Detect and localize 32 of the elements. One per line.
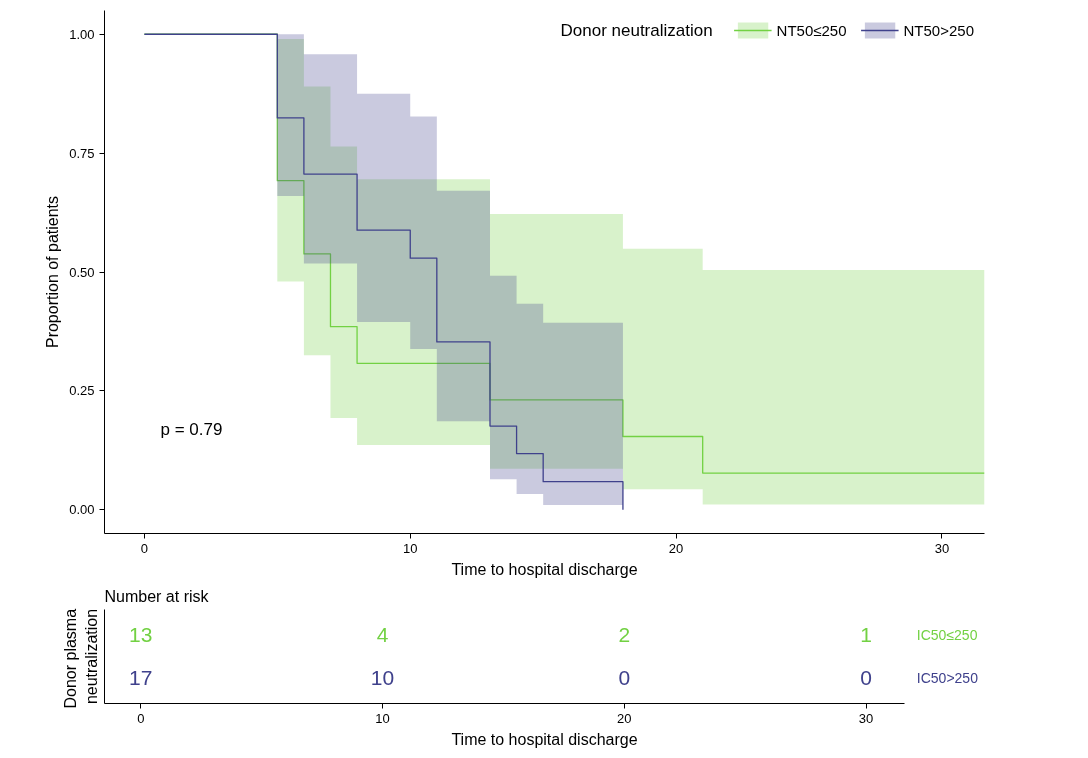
- data-label: 0: [618, 665, 631, 689]
- y-axis-title: Proportion of patients: [44, 195, 62, 349]
- x-tick-label: 0: [140, 540, 148, 556]
- x-tick-label: 30: [858, 710, 874, 726]
- y-tick-label: 1.00: [69, 26, 95, 42]
- chart-title: Number at risk: [104, 587, 210, 605]
- data-label: 1: [860, 623, 872, 647]
- legend-label: NT50>250: [903, 21, 974, 39]
- x-tick-label: 10: [403, 540, 418, 556]
- y-tick-label: 0.25: [69, 383, 95, 399]
- x-axis-title: Time to hospital discharge: [451, 730, 638, 748]
- y-tick-label: 0.00: [69, 502, 95, 518]
- y-axis-title: Donor plasma neutralization: [62, 608, 100, 709]
- x-tick-label: 30: [934, 540, 950, 556]
- data-label: 4: [376, 623, 389, 647]
- x-tick-label: 0: [137, 710, 145, 726]
- data-label: 0: [860, 665, 872, 689]
- annotation: p = 0.79: [160, 419, 223, 439]
- legend-label: NT50≤250: [776, 21, 847, 39]
- x-tick-label: 20: [668, 540, 684, 556]
- data-label: 10: [370, 665, 395, 689]
- y-tick-label: IC50≤250: [916, 627, 978, 644]
- data-label: 17: [129, 665, 153, 689]
- x-axis-title: Time to hospital discharge: [451, 560, 638, 578]
- x-tick-label: 20: [617, 710, 632, 726]
- y-tick-label: IC50>250: [916, 669, 979, 686]
- x-tick-label: 10: [375, 710, 390, 726]
- legend-title: Donor neutralization: [560, 21, 713, 40]
- data-label: 2: [618, 623, 631, 647]
- y-tick-label: 0.75: [69, 145, 95, 161]
- y-tick-label: 0.50: [69, 264, 95, 280]
- data-label: 13: [129, 623, 153, 647]
